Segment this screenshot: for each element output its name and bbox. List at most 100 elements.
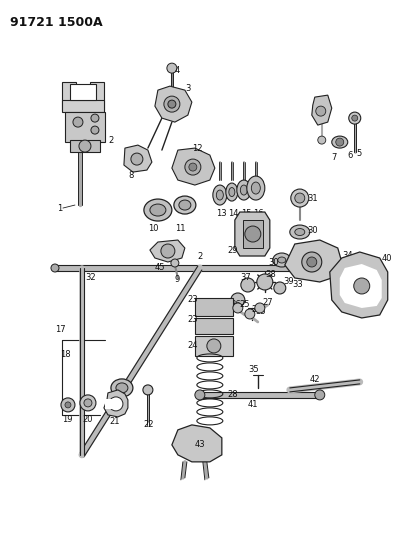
Polygon shape [172,425,222,462]
Text: 37: 37 [240,273,251,282]
Text: 28: 28 [228,390,238,399]
Circle shape [245,309,255,319]
Text: 16: 16 [253,208,264,217]
Ellipse shape [273,253,291,267]
Ellipse shape [116,383,128,393]
Circle shape [291,189,309,207]
Circle shape [352,115,358,121]
Bar [195,298,233,316]
Ellipse shape [226,183,238,201]
Circle shape [91,126,99,134]
Ellipse shape [278,257,286,263]
Circle shape [257,274,273,290]
Polygon shape [172,148,215,185]
Text: 11: 11 [175,223,186,232]
Polygon shape [124,145,152,172]
Text: 23: 23 [188,295,199,304]
Ellipse shape [179,200,191,210]
Ellipse shape [332,136,348,148]
Text: 6: 6 [348,151,353,159]
Circle shape [73,117,83,127]
Circle shape [353,257,363,267]
Text: 3: 3 [185,84,190,93]
Circle shape [185,159,201,175]
Ellipse shape [295,229,305,236]
Circle shape [164,96,180,112]
Text: 43: 43 [195,440,206,449]
Text: 18: 18 [60,350,71,359]
Circle shape [167,63,177,73]
Text: 42: 42 [310,375,320,384]
Text: 41: 41 [248,400,258,409]
Text: 32: 32 [85,273,96,282]
Bar [70,140,100,152]
Ellipse shape [150,204,166,216]
Bar [62,100,104,112]
Text: 2: 2 [108,135,113,144]
Bar [195,318,233,334]
Circle shape [315,390,325,400]
Bar [65,112,105,142]
Text: 91721 1500A: 91721 1500A [10,16,102,29]
Text: 35: 35 [248,366,258,374]
Bar [105,399,117,409]
Circle shape [295,193,305,203]
Polygon shape [330,252,388,318]
Text: 7: 7 [332,152,337,161]
Bar [243,220,263,248]
Polygon shape [235,212,270,256]
Circle shape [302,252,322,272]
Ellipse shape [144,199,172,221]
Polygon shape [285,240,342,282]
Circle shape [274,282,286,294]
Text: 33: 33 [293,280,303,289]
Text: 29: 29 [228,246,238,255]
Ellipse shape [251,182,260,194]
Circle shape [316,106,326,116]
Circle shape [353,281,361,289]
Circle shape [336,138,344,146]
Polygon shape [312,95,332,125]
Text: 9: 9 [175,276,180,285]
Circle shape [231,293,245,307]
Bar [70,84,96,100]
Circle shape [109,397,123,411]
Circle shape [91,114,99,122]
Ellipse shape [216,190,223,200]
Text: 30: 30 [308,225,318,235]
Circle shape [171,259,179,267]
Polygon shape [340,264,382,308]
Ellipse shape [290,225,310,239]
Text: 30: 30 [268,257,279,266]
Text: 13: 13 [216,208,227,217]
Circle shape [354,278,370,294]
Text: 12: 12 [192,143,203,152]
Text: 5: 5 [357,149,362,158]
Circle shape [189,163,197,171]
Circle shape [84,399,92,407]
Text: 4: 4 [175,66,180,75]
Text: 26: 26 [252,305,262,314]
Text: 38: 38 [265,270,275,279]
Text: 31: 31 [308,193,318,203]
Circle shape [61,398,75,412]
Bar [70,84,96,100]
Ellipse shape [111,379,133,397]
Ellipse shape [240,185,247,195]
Circle shape [80,395,96,411]
Text: 35: 35 [378,287,388,296]
Circle shape [233,303,243,313]
Text: 36: 36 [230,301,241,310]
Text: 14: 14 [228,208,238,217]
Circle shape [307,257,317,267]
Polygon shape [150,240,185,262]
Text: 17: 17 [55,326,65,334]
Circle shape [346,264,354,272]
Bar [90,82,104,110]
Text: 23: 23 [188,316,199,325]
Circle shape [207,339,221,353]
Text: 24: 24 [188,342,198,350]
Text: 8: 8 [128,171,133,180]
Circle shape [79,140,91,152]
Text: 45: 45 [155,263,165,272]
